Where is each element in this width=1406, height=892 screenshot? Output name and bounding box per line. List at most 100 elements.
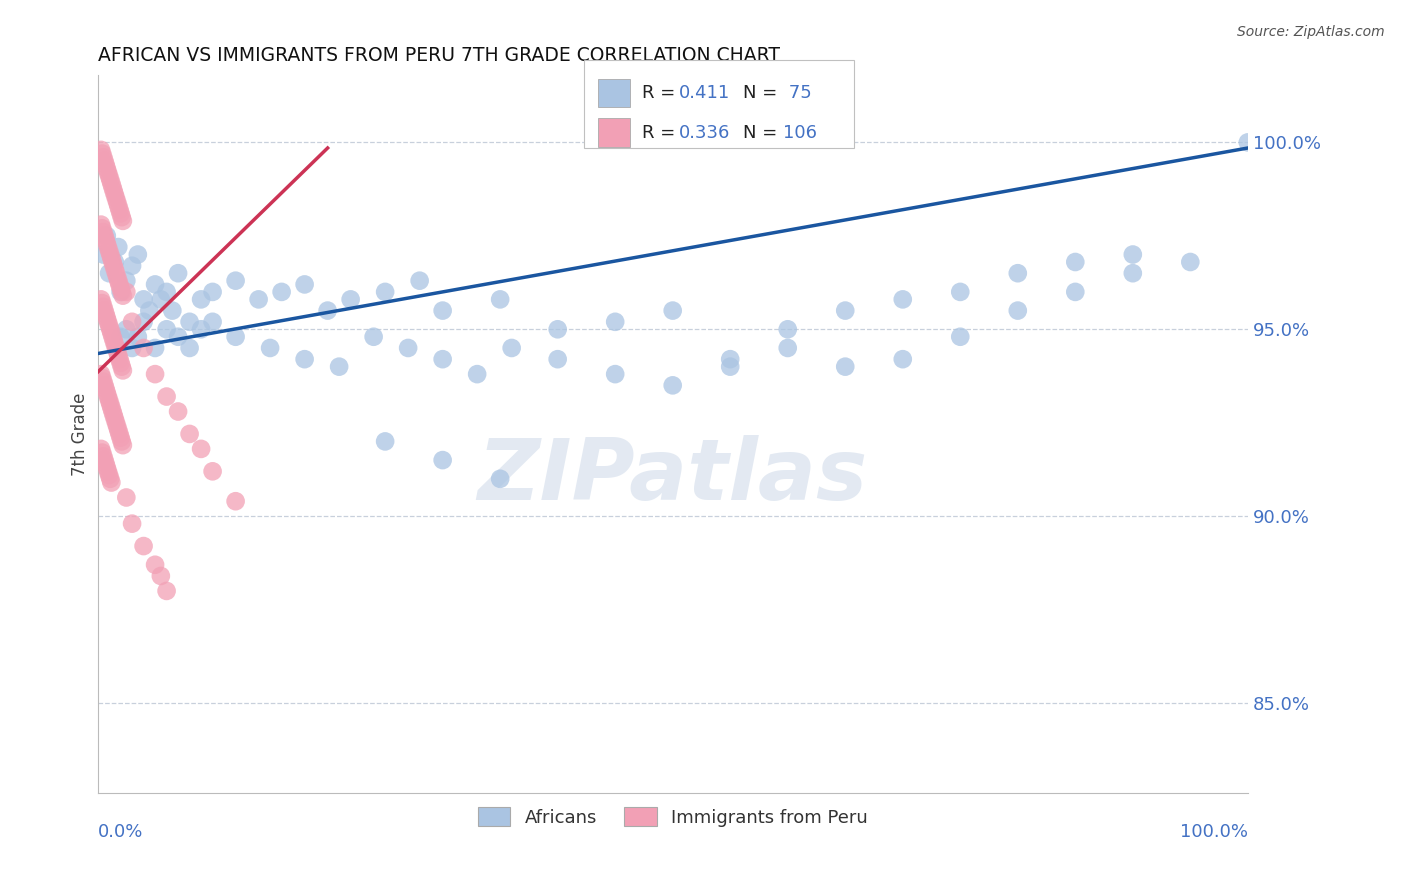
- Point: [105, 419, 128, 434]
- Text: R =: R =: [641, 84, 681, 102]
- Point: [108, 277, 131, 292]
- Point: [270, 285, 292, 299]
- Point: [167, 266, 190, 280]
- Point: [94, 233, 117, 247]
- Point: [108, 426, 131, 441]
- Point: [162, 303, 184, 318]
- Point: [834, 303, 856, 318]
- Point: [91, 225, 114, 239]
- Point: [108, 202, 131, 217]
- Point: [396, 341, 419, 355]
- Point: [111, 210, 134, 224]
- Point: [149, 569, 172, 583]
- Point: [1064, 255, 1087, 269]
- Point: [107, 240, 129, 254]
- Text: 75: 75: [783, 84, 811, 102]
- Point: [111, 359, 134, 374]
- Point: [432, 352, 454, 367]
- Point: [93, 228, 115, 243]
- Text: Source: ZipAtlas.com: Source: ZipAtlas.com: [1237, 25, 1385, 39]
- Point: [96, 460, 118, 475]
- Point: [98, 247, 121, 261]
- Point: [101, 255, 124, 269]
- FancyBboxPatch shape: [598, 118, 630, 147]
- Point: [93, 378, 115, 392]
- Point: [100, 177, 122, 191]
- Point: [190, 442, 212, 456]
- Point: [167, 330, 190, 344]
- Point: [201, 464, 224, 478]
- Point: [90, 293, 112, 307]
- Point: [100, 252, 122, 266]
- Point: [104, 341, 127, 355]
- Point: [1122, 266, 1144, 280]
- Point: [96, 228, 118, 243]
- Point: [834, 359, 856, 374]
- Point: [190, 293, 212, 307]
- Point: [110, 281, 132, 295]
- Text: N =: N =: [742, 123, 783, 142]
- Text: ZIPatlas: ZIPatlas: [478, 435, 868, 518]
- Point: [949, 330, 972, 344]
- Point: [501, 341, 523, 355]
- Point: [155, 285, 177, 299]
- Point: [408, 274, 430, 288]
- Point: [97, 315, 120, 329]
- Point: [179, 426, 201, 441]
- Point: [96, 161, 118, 176]
- Point: [111, 285, 134, 299]
- Point: [1007, 303, 1029, 318]
- Point: [94, 307, 117, 321]
- Point: [111, 288, 134, 302]
- Point: [661, 303, 683, 318]
- Point: [1237, 136, 1260, 150]
- Point: [100, 326, 122, 340]
- Point: [104, 187, 127, 202]
- Point: [93, 154, 115, 169]
- Point: [111, 438, 134, 452]
- Point: [1122, 247, 1144, 261]
- Point: [105, 269, 128, 284]
- Point: [1007, 266, 1029, 280]
- Point: [105, 344, 128, 359]
- Point: [949, 285, 972, 299]
- Point: [91, 371, 114, 385]
- Point: [98, 173, 121, 187]
- Point: [97, 390, 120, 404]
- Point: [111, 434, 134, 449]
- FancyBboxPatch shape: [598, 78, 630, 107]
- Point: [105, 195, 128, 210]
- Text: AFRICAN VS IMMIGRANTS FROM PERU 7TH GRADE CORRELATION CHART: AFRICAN VS IMMIGRANTS FROM PERU 7TH GRAD…: [97, 46, 779, 65]
- Point: [121, 315, 143, 329]
- Point: [374, 434, 396, 449]
- Point: [107, 348, 129, 362]
- Point: [101, 180, 124, 194]
- Point: [121, 516, 143, 531]
- Point: [91, 247, 114, 261]
- Point: [104, 255, 127, 269]
- Point: [97, 464, 120, 478]
- Point: [1064, 285, 1087, 299]
- Point: [225, 330, 247, 344]
- Point: [104, 416, 127, 430]
- Text: 106: 106: [783, 123, 817, 142]
- Point: [100, 401, 122, 415]
- Point: [363, 330, 385, 344]
- Point: [110, 285, 132, 299]
- Point: [90, 442, 112, 456]
- Point: [201, 285, 224, 299]
- FancyBboxPatch shape: [583, 60, 855, 148]
- Point: [98, 393, 121, 408]
- Point: [339, 293, 361, 307]
- Point: [90, 367, 112, 381]
- Point: [90, 143, 112, 157]
- Point: [97, 240, 120, 254]
- Point: [96, 385, 118, 400]
- Legend: Africans, Immigrants from Peru: Africans, Immigrants from Peru: [471, 800, 875, 834]
- Point: [94, 382, 117, 396]
- Text: N =: N =: [742, 84, 783, 102]
- Point: [91, 150, 114, 164]
- Point: [432, 303, 454, 318]
- Point: [91, 445, 114, 459]
- Point: [225, 494, 247, 508]
